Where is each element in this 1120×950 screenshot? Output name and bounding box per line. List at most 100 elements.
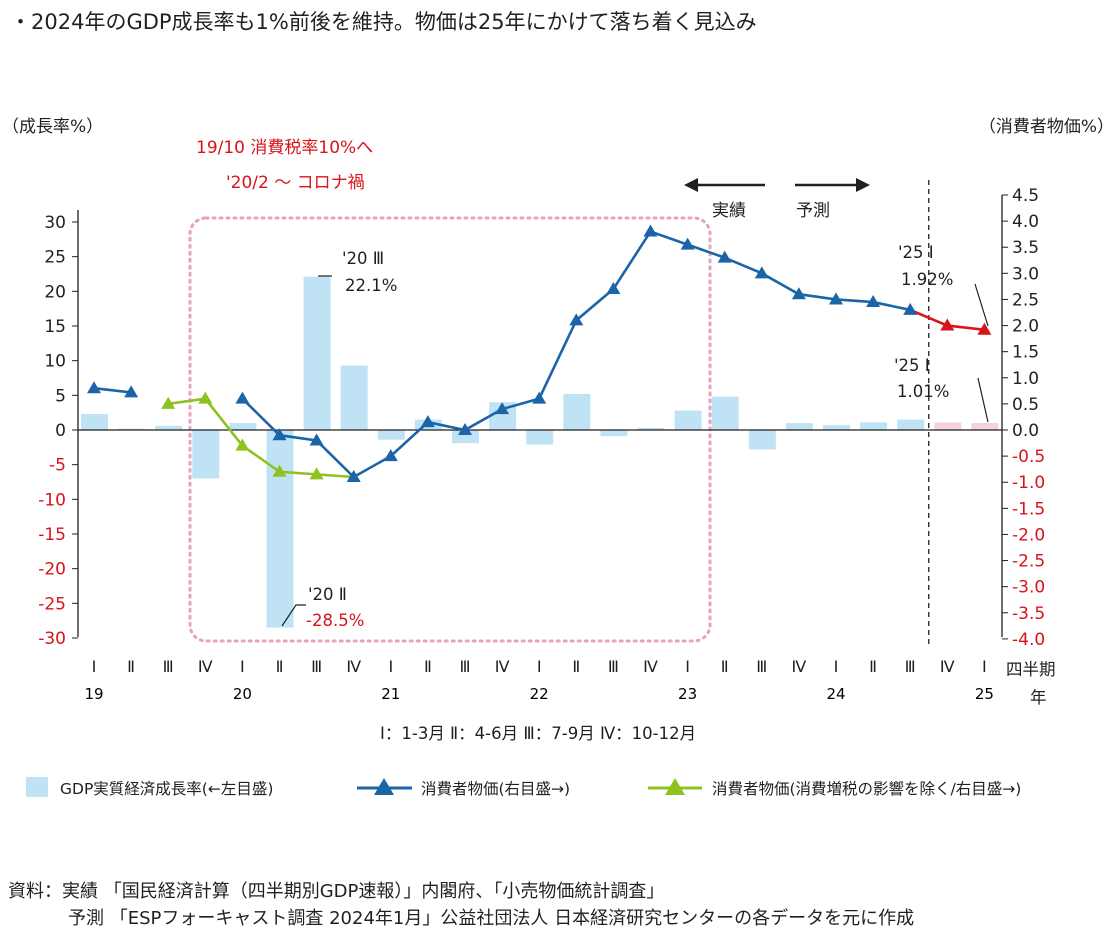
tax-hike-annotation: 19/10 消費税率10%へ xyxy=(196,138,374,158)
gdp-bar xyxy=(674,410,702,430)
cpi-actual-point xyxy=(569,313,584,326)
y-left-tick-label: 30 xyxy=(44,213,66,233)
actual-period-label: 実績 xyxy=(712,201,746,221)
q1-2025-gdp-leader xyxy=(977,377,989,423)
y-right-tick-label: 2.0 xyxy=(1012,317,1039,337)
cpi-forecast-point xyxy=(977,322,992,335)
x-quarter-glyph: Ⅲ xyxy=(905,657,916,676)
gdp-bar xyxy=(192,430,220,479)
q1-2025-cpi-value: 1.92% xyxy=(901,270,954,289)
gdp-bar xyxy=(785,423,813,430)
y-left-unit-label: （成長率%） xyxy=(2,117,104,137)
page-title: ・2024年のGDP成長率も1%前後を維持。物価は25年にかけて落ち着く見込み xyxy=(10,10,757,34)
y-left-tick-label: -5 xyxy=(49,456,66,476)
x-quarter-glyph: Ⅰ xyxy=(240,657,245,676)
x-year-label: 21 xyxy=(381,685,400,703)
y-left-tick-label: 0 xyxy=(55,421,66,441)
gdp-bar xyxy=(897,419,925,430)
gdp-bar xyxy=(340,365,368,430)
y-right-tick-label: -0.5 xyxy=(1012,447,1045,467)
y-right-tick-label: 2.5 xyxy=(1012,290,1039,310)
cpi-actual-point xyxy=(903,302,918,315)
gdp-bar xyxy=(266,430,294,628)
y-right-tick-label: 4.5 xyxy=(1012,186,1039,206)
forecast-period-label: 予測 xyxy=(796,201,830,221)
gdp-bar xyxy=(711,396,739,430)
y-right-tick-label: -4.0 xyxy=(1012,630,1045,650)
x-quarter-glyph: Ⅰ xyxy=(92,657,97,676)
x-year-label: 25 xyxy=(975,685,994,703)
y-right-unit-label: （消費者物価%） xyxy=(978,117,1114,137)
gdp-bar xyxy=(452,430,479,444)
x-quarter-glyph: Ⅳ xyxy=(792,657,807,676)
y-right-tick-label: 3.0 xyxy=(1012,264,1039,284)
y-right-tick-label: -2.5 xyxy=(1012,552,1045,572)
y-left-tick-label: 5 xyxy=(55,386,66,406)
gdp-bar xyxy=(377,430,405,440)
gdp-bar xyxy=(303,276,331,430)
actual-arrow-head xyxy=(684,178,698,192)
cpi-actual-point xyxy=(235,391,250,404)
source-line-2: 予測 「ESPフォーキャスト調査 2024年1月」公益社団法人 日本経済研究セン… xyxy=(68,908,915,929)
x-year-label: 20 xyxy=(233,685,252,703)
cpi-ex-tax-point xyxy=(309,467,324,480)
cpi-actual-point xyxy=(309,433,324,446)
x-year-label: 22 xyxy=(530,685,549,703)
y-right-tick-label: -1.0 xyxy=(1012,473,1045,493)
y-right-tick-label: 1.5 xyxy=(1012,343,1039,363)
cpi-actual-point xyxy=(866,295,881,308)
x-quarter-glyph: Ⅱ xyxy=(721,657,729,676)
legend-cpi-ex-tax-label: 消費者物価(消費増税の影響を除く/右目盛→) xyxy=(712,780,1022,798)
y-left-tick-label: -25 xyxy=(38,594,66,614)
x-quarter-glyph: Ⅱ xyxy=(424,657,432,676)
q1-2025-gdp-label: '25 Ⅰ xyxy=(894,356,930,375)
cpi-ex-tax-line xyxy=(168,397,354,479)
cpi-actual-point xyxy=(829,292,843,305)
x-quarter-glyph: Ⅳ xyxy=(198,657,213,676)
y-left-tick-label: 20 xyxy=(44,282,66,302)
y-right-tick-label: 1.0 xyxy=(1012,369,1039,389)
x-quarter-glyph: Ⅳ xyxy=(940,657,955,676)
gdp-bar xyxy=(637,427,665,430)
q2-2020-label: '20 Ⅱ xyxy=(308,585,347,604)
cpi-actual-point xyxy=(346,470,361,482)
y-right-tick-label: -3.0 xyxy=(1012,578,1045,598)
x-quarter-glyph: Ⅰ xyxy=(834,657,839,676)
y-right-tick-label: 3.5 xyxy=(1012,238,1039,258)
gdp-bar xyxy=(971,422,999,430)
x-quarter-glyph: Ⅳ xyxy=(346,657,361,676)
cpi-actual-point xyxy=(124,385,139,398)
x-quarter-glyph: Ⅱ xyxy=(276,657,284,676)
x-quarter-glyph: Ⅱ xyxy=(869,657,877,676)
gdp-bar xyxy=(155,425,183,430)
x-quarter-glyph: Ⅲ xyxy=(163,657,174,676)
x-quarter-glyph: Ⅳ xyxy=(495,657,510,676)
y-left-tick-label: 25 xyxy=(44,248,66,268)
gdp-bar xyxy=(563,393,591,430)
y-left-tick-label: -30 xyxy=(38,629,66,649)
y-left-tick-label: -10 xyxy=(38,490,66,510)
x-quarter-glyph: Ⅲ xyxy=(311,657,322,676)
x-quarter-glyph: Ⅰ xyxy=(685,657,690,676)
cpi-ex-tax-point xyxy=(161,396,176,409)
y-right-tick-label: 0.0 xyxy=(1012,421,1039,441)
gdp-bar xyxy=(748,430,776,450)
x-quarter-glyph: Ⅰ xyxy=(388,657,393,676)
gdp-bar xyxy=(526,430,554,445)
cpi-actual-point xyxy=(458,423,472,435)
cpi-forecast-point xyxy=(940,318,955,331)
legend-cpi-label: 消費者物価(右目盛→) xyxy=(421,780,571,798)
source-line-1: 資料：実績 「国民経済計算（四半期別GDP速報）」内閣府、「小売物価統計調査」 xyxy=(8,881,665,902)
cpi-actual-point xyxy=(791,287,806,300)
y-left-tick-label: -15 xyxy=(38,525,66,545)
cpi-actual-line xyxy=(241,229,911,479)
gdp-bar xyxy=(81,414,108,430)
cpi-actual-point xyxy=(420,415,435,428)
gdp-bar xyxy=(823,425,850,430)
y-right-tick-label: -1.5 xyxy=(1012,499,1045,519)
legend-gdp-label: GDP実質経済成長率(←左目盛) xyxy=(60,780,274,798)
cpi-actual-point xyxy=(754,266,769,279)
y-left-tick-label: 15 xyxy=(44,317,66,337)
source-note: 資料：実績 「国民経済計算（四半期別GDP速報）」内閣府、「小売物価統計調査」 … xyxy=(8,878,914,932)
